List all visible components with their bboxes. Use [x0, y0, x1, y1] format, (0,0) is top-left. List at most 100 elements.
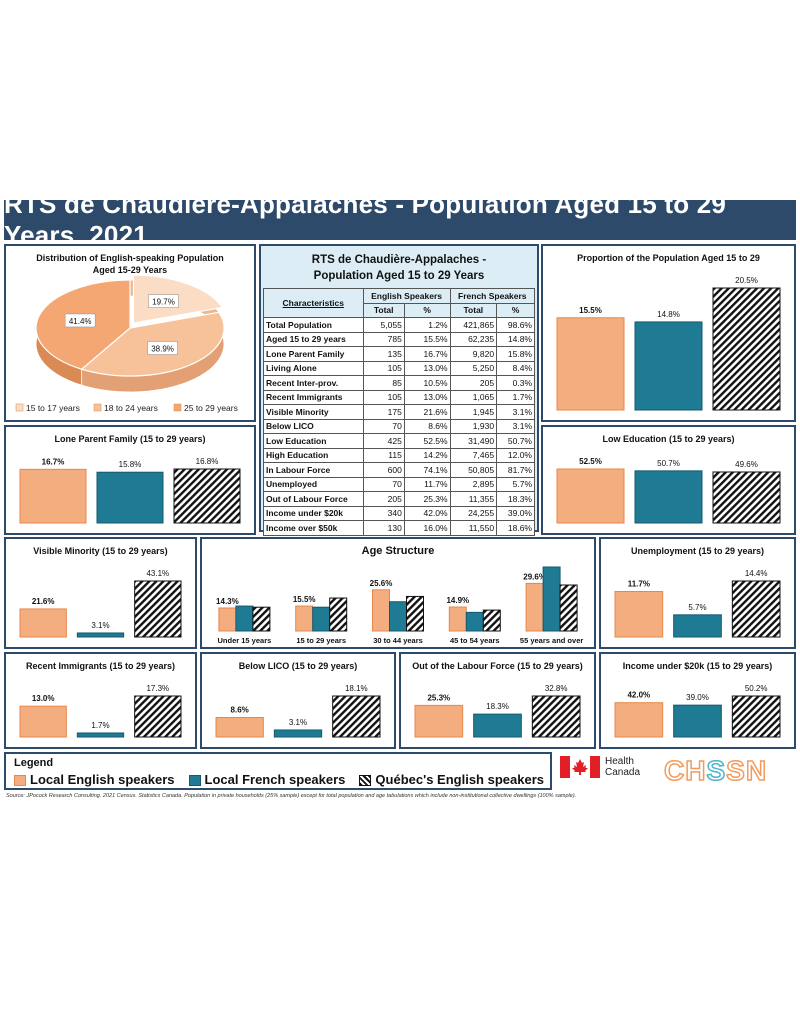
bar-quebec [712, 471, 781, 524]
cell-value: 12.0% [496, 447, 535, 463]
lone-parent-chart: 16.7% 15.8% 16.8% [19, 457, 241, 524]
proportion-chart: 15.5% 14.8% 20.5% [556, 276, 781, 411]
bar-value-label: 16.7% [42, 457, 65, 466]
bar-value-label: 15.8% [119, 460, 142, 469]
unemployment-panel: Unemployment (15 to 29 years) 11.7% 5.7% 1… [599, 537, 796, 649]
pie-legend-swatch [93, 403, 102, 412]
cell-value: 135 [362, 346, 405, 362]
row-label: In Labour Force [263, 462, 364, 478]
unemployment-chart: 11.7% 5.7% 14.4% [614, 569, 781, 638]
cell-value: 1,930 [449, 418, 498, 434]
pie-label-box [148, 294, 179, 308]
bar-value-label: 42.0% [627, 691, 650, 700]
canada-flag-icon [560, 756, 600, 778]
bar-quebec [531, 695, 581, 738]
cell-value: 70 [362, 476, 405, 492]
pie-legend-swatch [173, 403, 182, 412]
cell-value: 15.5% [403, 331, 451, 347]
bar-french [634, 470, 703, 524]
cell-value: 15.8% [496, 346, 535, 362]
recent-immigrants-panel: Recent Immigrants (15 to 29 years) 13.0%… [4, 652, 197, 749]
pie-value-label: 41.4% [69, 317, 92, 326]
table-row: Living Alone 105 13.0% 5,250 8.4% [263, 360, 535, 376]
row-label: High Education [263, 447, 364, 463]
bar-french [76, 632, 125, 638]
legend-english-swatch [14, 775, 26, 787]
health-canada-logo: Health Canada [560, 756, 640, 778]
health-canada-text: Health Canada [605, 756, 641, 778]
cell-value: 14.8% [496, 331, 535, 347]
bar-value-label: 20.5% [735, 276, 758, 285]
cell-value: 8.6% [403, 418, 451, 434]
below-lico-panel: Below LICO (15 to 29 years) 8.6% 3.1% 18.1… [200, 652, 396, 749]
cell-value: 425 [362, 433, 405, 449]
cell-value: 21.6% [403, 404, 451, 420]
cell-value: 18.3% [496, 491, 535, 507]
age-bar [525, 582, 544, 632]
cell-value: 13.0% [403, 360, 451, 376]
age-category-label: 15 to 29 years [296, 636, 346, 645]
bar-value-label: 1.7% [91, 721, 109, 730]
age-structure-panel: Age Structure 14.3% Under 15 years 15.5% 15… [200, 537, 596, 649]
age-bar-value-label: 29.6% [523, 572, 546, 581]
bar-quebec [134, 695, 182, 738]
table-row: Low Education 425 52.5% 31,490 50.7% [263, 433, 535, 449]
bar-french [273, 729, 323, 738]
bar-value-label: 3.1% [289, 718, 307, 727]
bar-english [556, 468, 625, 524]
pie-legend-label: 25 to 29 years [184, 403, 238, 413]
cell-value: 9,820 [449, 346, 498, 362]
chssn-logo: CHSSN [663, 754, 768, 787]
recent-immigrants-chart: 13.0% 1.7% 17.3% [19, 684, 182, 738]
age-category-label: 55 years and over [520, 636, 583, 645]
table-row: In Labour Force 600 74.1% 50,805 81.7% [263, 462, 535, 478]
age-bar [295, 605, 314, 632]
cell-value: 1,945 [449, 404, 498, 420]
age-bar [252, 606, 271, 632]
cell-value: 1.2% [403, 317, 451, 333]
age-bar-value-label: 15.5% [293, 595, 316, 604]
legend-title: Legend [14, 757, 54, 769]
bar-english [614, 591, 664, 638]
bar-quebec [712, 287, 781, 411]
bar-english [19, 608, 67, 638]
bar-value-label: 25.3% [427, 693, 450, 702]
row-label: Recent Inter-prov. [263, 375, 364, 391]
pie-title: Distribution of English-speaking Populat… [36, 253, 224, 275]
cell-value: 24,255 [449, 505, 498, 521]
header-characteristics: Characteristics [263, 288, 364, 318]
cell-value: 25.3% [403, 491, 451, 507]
table-row: Out of Labour Force 205 25.3% 11,355 18.3% [263, 491, 535, 507]
age-category-label: Under 15 years [218, 636, 272, 645]
bar-value-label: 50.2% [745, 684, 768, 693]
age-bar-value-label: 14.3% [216, 597, 239, 606]
cell-value: 11,355 [449, 491, 498, 507]
bar-french [634, 321, 703, 411]
bar-value-label: 50.7% [657, 459, 680, 468]
age-structure-chart: 14.3% Under 15 years 15.5% 15 to 29 years 25… [216, 566, 583, 645]
cell-value: 13.0% [403, 389, 451, 405]
table-row: Lone Parent Family 135 16.7% 9,820 15.8% [263, 346, 535, 362]
visible-minority-chart: 21.6% 3.1% 43.1% [19, 569, 182, 638]
table-row: Unemployed 70 11.7% 2,895 5.7% [263, 476, 535, 492]
age-category-label: 30 to 44 years [373, 636, 423, 645]
cell-value: 0.3% [496, 375, 535, 391]
bar-value-label: 39.0% [686, 693, 709, 702]
table-row: Recent Immigrants 105 13.0% 1,065 1.7% [263, 389, 535, 405]
low-education-panel: Low Education (15 to 29 years) 52.5% 50.7… [541, 425, 796, 535]
bar-french [473, 713, 522, 738]
cell-value: 105 [362, 360, 405, 376]
lone-parent-title: Lone Parent Family (15 to 29 years) [54, 434, 206, 444]
stats-table: Characteristics English Speakers French … [263, 288, 536, 536]
age-bar [542, 566, 561, 632]
legend-english: Local English speakers [14, 772, 175, 787]
bar-french [96, 471, 164, 524]
header-eng-total: Total [362, 302, 405, 318]
cell-value: 31,490 [449, 433, 498, 449]
table-row: Income under $20k 340 42.0% 24,255 39.0% [263, 505, 535, 521]
cell-value: 175 [362, 404, 405, 420]
age-bar [559, 584, 578, 632]
pie-value-label: 38.9% [151, 344, 174, 353]
out-labour-title: Out of the Labour Force (15 to 29 years) [412, 661, 583, 671]
age-bar-value-label: 14.9% [446, 596, 469, 605]
